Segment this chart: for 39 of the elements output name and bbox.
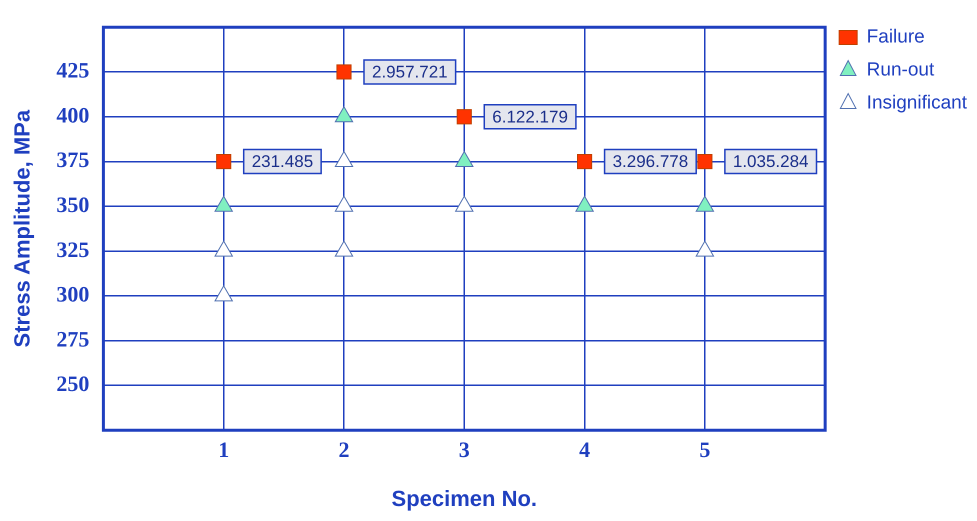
legend-label: Run-out bbox=[866, 60, 935, 81]
y-tick-label: 275 bbox=[56, 326, 90, 352]
point bbox=[334, 196, 354, 212]
point bbox=[334, 151, 354, 168]
point bbox=[455, 196, 474, 212]
point bbox=[336, 64, 352, 80]
y-tick-label: 350 bbox=[56, 192, 90, 217]
y-tick-label: 400 bbox=[56, 102, 90, 128]
point bbox=[696, 240, 714, 257]
point bbox=[697, 154, 712, 170]
point bbox=[575, 196, 594, 212]
x-tick-label: 4 bbox=[579, 437, 590, 462]
y-tick-label: 300 bbox=[56, 282, 90, 307]
x-tick-label: 2 bbox=[338, 437, 350, 462]
point bbox=[214, 285, 233, 302]
point bbox=[214, 240, 233, 257]
legend-label: Failure bbox=[866, 26, 925, 48]
point bbox=[216, 154, 232, 170]
annotation: 6.122.179 bbox=[492, 107, 568, 126]
annotation: 1.035.284 bbox=[732, 152, 809, 172]
x-axis-title: Specimen No. bbox=[392, 486, 538, 511]
x-tick-label: 1 bbox=[218, 437, 230, 462]
point bbox=[214, 196, 233, 212]
annotation: 2.957.721 bbox=[372, 62, 448, 82]
legend-label: Insignificant bbox=[866, 92, 968, 114]
point bbox=[696, 196, 714, 212]
point bbox=[456, 109, 472, 124]
annotation: 231.485 bbox=[252, 152, 314, 172]
point bbox=[334, 240, 354, 257]
y-tick-label: 250 bbox=[56, 371, 90, 396]
point bbox=[455, 151, 474, 168]
y-tick-label: 425 bbox=[56, 58, 90, 83]
x-tick-label: 3 bbox=[458, 437, 470, 462]
point bbox=[577, 154, 592, 170]
y-axis-title: Stress Amplitude, MPa bbox=[9, 109, 34, 348]
annotation: 3.296.778 bbox=[612, 152, 688, 172]
x-tick-label: 5 bbox=[699, 437, 710, 462]
y-tick-label: 325 bbox=[56, 236, 90, 262]
y-tick-label: 375 bbox=[56, 147, 90, 172]
